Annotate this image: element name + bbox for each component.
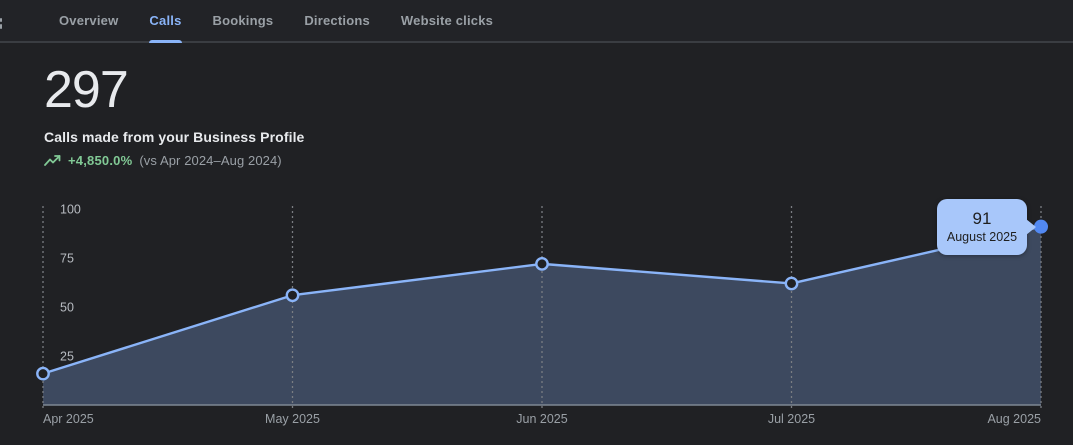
tab-bookings[interactable]: Bookings: [213, 0, 274, 41]
data-point[interactable]: [285, 288, 300, 303]
tooltip-label: August 2025: [946, 229, 1018, 244]
trend-percentage: +4,850.0%: [68, 153, 133, 168]
trending-up-icon: [44, 154, 61, 167]
y-tick-label: 75: [60, 252, 74, 266]
data-point[interactable]: [36, 366, 50, 381]
trend-row: +4,850.0% (vs Apr 2024–Aug 2024): [44, 152, 282, 169]
tab-label: Directions: [304, 13, 370, 28]
y-tick-label: 100: [60, 203, 81, 217]
data-point-active[interactable]: [1034, 219, 1048, 234]
tab-label: Website clicks: [400, 13, 494, 28]
tab-overview[interactable]: Overview: [59, 0, 118, 41]
tab-label: Bookings: [212, 13, 274, 28]
data-point[interactable]: [784, 276, 799, 291]
area-fill: [43, 226, 1041, 405]
x-tick-label: May 2025: [265, 412, 320, 426]
tab-directions[interactable]: Directions: [304, 0, 370, 41]
tooltip-pointer: [1026, 218, 1036, 235]
trend-comparison-period: (vs Apr 2024–Aug 2024): [139, 153, 282, 168]
x-tick-label: Apr 2025: [43, 412, 94, 426]
metric-total-value: 297: [44, 61, 129, 119]
x-tick-label: Jun 2025: [516, 412, 567, 426]
screen-edge-artifact: [0, 24, 2, 29]
x-tick-label: Jul 2025: [768, 412, 815, 426]
active-tab-indicator: [149, 40, 182, 43]
metric-subtitle: Calls made from your Business Profile: [44, 129, 305, 145]
chart-tooltip: 91 August 2025: [937, 198, 1036, 255]
y-tick-label: 25: [60, 350, 74, 364]
tab-calls[interactable]: Calls: [149, 0, 182, 43]
metrics-tabbar: Overview Calls Bookings Directions Websi…: [0, 0, 1073, 43]
screen-edge-artifact: [0, 18, 2, 22]
tab-label: Overview: [59, 13, 119, 28]
y-tick-label: 50: [60, 301, 74, 315]
tooltip-value: 91: [972, 208, 992, 228]
tab-label: Calls: [149, 13, 182, 28]
x-tick-label: Aug 2025: [987, 412, 1041, 426]
tab-website-clicks[interactable]: Website clicks: [401, 0, 493, 41]
data-point[interactable]: [535, 256, 549, 271]
